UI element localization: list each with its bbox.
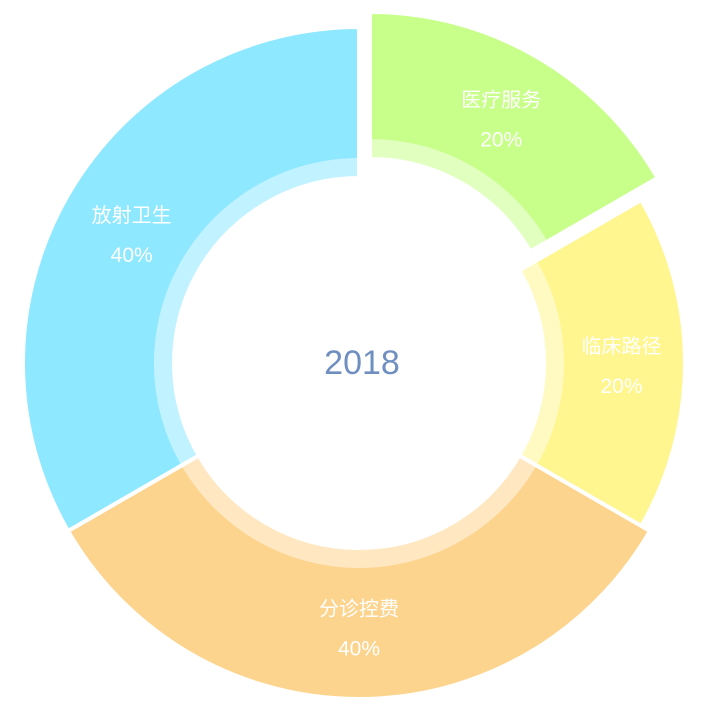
slice-label-group: 医疗服务 20% 临床路径 20% 分诊控费 40% 放射卫生 40%	[92, 88, 662, 661]
slice-1[interactable]	[368, 9, 661, 255]
slice-label-1: 医疗服务	[461, 88, 541, 112]
slice-group	[21, 9, 687, 701]
slice-label-2: 临床路径	[582, 334, 662, 358]
slice-glow-1	[370, 138, 548, 252]
slice-glow-4	[154, 158, 359, 466]
slice-value-3: 40%	[338, 638, 380, 661]
slice-value-1: 20%	[480, 129, 522, 152]
center-year-label: 2018	[324, 344, 400, 382]
slice-label-4: 放射卫生	[92, 203, 172, 227]
slice-value-4: 40%	[111, 244, 153, 267]
inner-glow-ring	[154, 138, 564, 568]
slice-value-2: 20%	[600, 375, 642, 398]
slice-label-3: 分诊控费	[319, 597, 399, 621]
slice-glow-2	[519, 260, 564, 466]
slice-glow-3	[181, 455, 537, 568]
donut-hole	[174, 178, 544, 548]
